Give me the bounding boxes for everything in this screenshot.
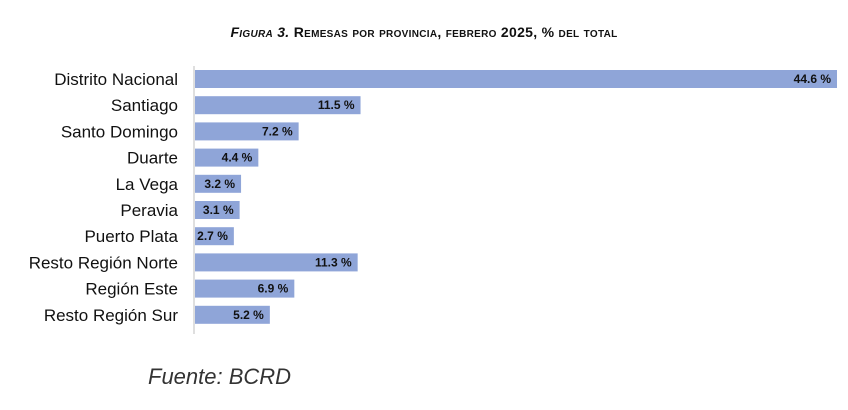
category-label: Resto Región Norte xyxy=(29,253,178,272)
bar-chart: Distrito Nacional 44.6 % Santiago 11.5 % San… xyxy=(29,66,837,334)
bar xyxy=(195,227,234,246)
data-label: 3.2 % xyxy=(204,177,235,191)
source-note: Fuente: BCRD xyxy=(148,364,292,389)
category-label: Santiago xyxy=(111,96,178,115)
title-text: Remesas por provincia, febrero 2025, % d… xyxy=(293,24,618,40)
category-label: Duarte xyxy=(127,149,178,168)
bar xyxy=(195,253,358,272)
bar xyxy=(195,96,361,115)
bar xyxy=(195,122,299,141)
data-label: 6.9 % xyxy=(258,282,289,296)
data-label: 4.4 % xyxy=(222,151,253,165)
category-label: Región Este xyxy=(85,280,178,299)
data-label: 2.7 % xyxy=(197,229,228,243)
category-label: Santo Domingo xyxy=(61,122,178,141)
data-label: 44.6 % xyxy=(794,72,832,86)
category-label: Puerto Plata xyxy=(84,227,178,246)
bar xyxy=(195,279,295,298)
bar xyxy=(195,70,837,88)
category-label: Peravia xyxy=(120,201,178,220)
category-label: Resto Región Sur xyxy=(44,306,179,325)
data-label: 5.2 % xyxy=(233,308,264,322)
data-label: 11.3 % xyxy=(315,255,352,269)
bar xyxy=(195,148,259,167)
data-label: 7.2 % xyxy=(262,124,293,138)
bar xyxy=(195,174,242,193)
data-label: 11.5 % xyxy=(318,98,355,112)
category-label: La Vega xyxy=(116,175,179,194)
chart-title: Figura 3. Remesas por provincia, febrero… xyxy=(0,24,848,40)
data-label: 3.1 % xyxy=(203,203,234,217)
category-label: Distrito Nacional xyxy=(54,70,178,89)
figure-number: Figura 3. xyxy=(230,24,290,40)
bar xyxy=(195,201,240,219)
bar xyxy=(195,305,270,324)
